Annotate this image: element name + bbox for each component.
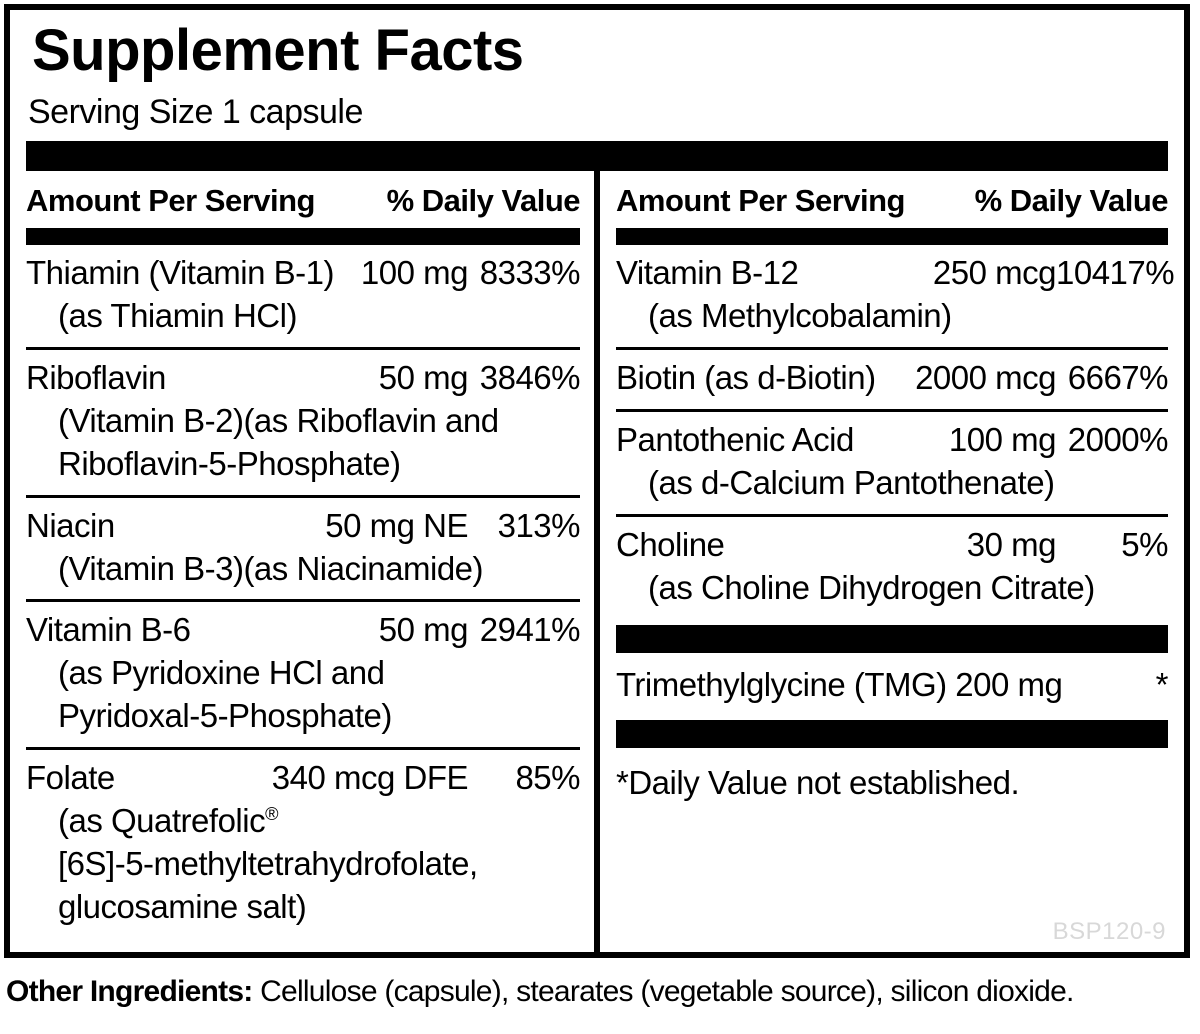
nutrient-source-line: Riboflavin-5-Phosphate) [58,444,401,482]
nutrient-row-choline: Choline 30 mg 5% (as Choline Dihydrogen … [616,517,1169,619]
nutrient-amount: 30 mg [966,525,1057,563]
nutrient-daily-value: 313% [497,506,581,544]
supplement-facts-panel: Supplement Facts Serving Size 1 capsule … [4,4,1190,958]
nutrient-source-line: (as Methylcobalamin) [648,297,952,335]
nutrient-daily-value: 8333% [479,254,581,292]
panel-title: Supplement Facts [32,18,524,83]
nutrient-daily-value: 2000% [1067,420,1169,458]
nutrient-name: Folate [26,759,115,797]
nutrient-row-niacin: Niacin 50 mg NE 313% (Vitamin B-3)(as Ni… [26,498,581,603]
nutrient-daily-value: * [1155,666,1169,704]
nutrient-daily-value: 3846% [479,358,581,396]
other-ingredients-text: Cellulose (capsule), stearates (vegetabl… [252,975,1074,1008]
nutrient-daily-value: 5% [1121,525,1168,563]
nutrient-source-line: (as Thiamin HCl) [58,297,297,335]
nutrient-name: Vitamin B-6 [26,611,191,649]
nutrient-row-biotin: Biotin (as d-Biotin) 2000 mcg 6667% [616,350,1169,412]
nutrient-row-vitamin-b6: Vitamin B-6 50 mg 2941% (as Pyridoxine H… [26,602,581,751]
nutrient-name: Pantothenic Acid [616,420,854,458]
nutrient-row-pantothenic-acid: Pantothenic Acid 100 mg 2000% (as d-Calc… [616,412,1169,517]
serving-size: Serving Size 1 capsule [28,92,363,131]
nutrient-amount: 50 mg NE [325,506,468,544]
nutrient-source-line: [6S]-5-methyltetrahydrofolate, [58,844,478,882]
nutrient-amount: 340 mcg DFE [271,759,469,797]
nutrient-name: Trimethylglycine (TMG) 200 mg [616,666,1063,704]
nutrient-name: Riboflavin [26,358,166,396]
nutrient-source-line: (as Choline Dihydrogen Citrate) [648,568,1095,606]
nutrient-name: Biotin (as d-Biotin) [616,358,876,396]
columns-container: Amount Per Serving % Daily Value Thiamin… [26,171,1175,952]
header-divider-bar [616,228,1168,246]
nutrient-name: Choline [616,525,725,563]
daily-value-label: % Daily Value [974,183,1169,219]
nutrient-source-line: (Vitamin B-2)(as Riboflavin and [58,401,499,439]
nutrient-name: Thiamin (Vitamin B-1) [26,254,334,292]
nutrient-source-line: glucosamine salt) [58,887,307,925]
nutrient-row-riboflavin: Riboflavin 50 mg 3846% (Vitamin B-2)(as … [26,350,581,498]
nutrient-source-line: (as Pyridoxine HCl and [58,654,385,692]
nutrient-amount: 2000 mcg [915,358,1056,396]
daily-value-label: % Daily Value [386,183,581,219]
product-code: BSP120-9 [1052,918,1166,945]
nutrient-row-folate: Folate 340 mcg DFE 85% (as Quatrefolic® … [26,750,581,938]
column-header-left: Amount Per Serving % Daily Value [26,171,581,228]
amount-per-serving-label: Amount Per Serving [26,183,316,219]
nutrient-source-line: Pyridoxal-5-Phosphate) [58,697,392,735]
amount-per-serving-label: Amount Per Serving [616,183,906,219]
nutrient-daily-value: 85% [515,759,580,797]
nutrient-daily-value: 10417% [1056,254,1175,292]
nutrient-source-line: (Vitamin B-3)(as Niacinamide) [58,549,484,587]
nutrient-source-line: (as Quatrefolic® [58,801,278,839]
nutrient-amount: 250 mcg [932,254,1057,292]
section-divider-bar [616,625,1168,654]
column-right: Amount Per Serving % Daily Value Vitamin… [600,171,1175,952]
header-divider-bar [26,228,580,246]
nutrient-amount: 100 mg [360,254,469,292]
column-divider [594,171,600,952]
daily-value-footnote: *Daily Value not established. [616,764,1020,802]
nutrient-name: Niacin [26,506,115,544]
column-left: Amount Per Serving % Daily Value Thiamin… [26,171,594,952]
column-header-right: Amount Per Serving % Daily Value [616,171,1169,228]
nutrient-row-trimethylglycine: Trimethylglycine (TMG) 200 mg * [616,659,1169,713]
nutrient-name: Vitamin B-12 [616,254,799,292]
nutrient-daily-value: 2941% [479,611,581,649]
other-ingredients-label: Other Ingredients: [6,975,253,1008]
nutrient-row-thiamin: Thiamin (Vitamin B-1) 100 mg 8333% (as T… [26,245,581,350]
nutrient-daily-value: 6667% [1067,358,1169,396]
section-divider-bar [616,720,1168,749]
nutrient-amount: 50 mg [378,358,469,396]
nutrient-source-line: (as d-Calcium Pantothenate) [648,463,1055,501]
other-ingredients: Other Ingredients: Cellulose (capsule), … [6,972,1196,1011]
nutrient-amount: 100 mg [948,420,1057,458]
top-divider-bar [26,141,1168,172]
nutrient-amount: 50 mg [378,611,469,649]
nutrient-row-vitamin-b12: Vitamin B-12 250 mcg 10417% (as Methylco… [616,245,1175,350]
